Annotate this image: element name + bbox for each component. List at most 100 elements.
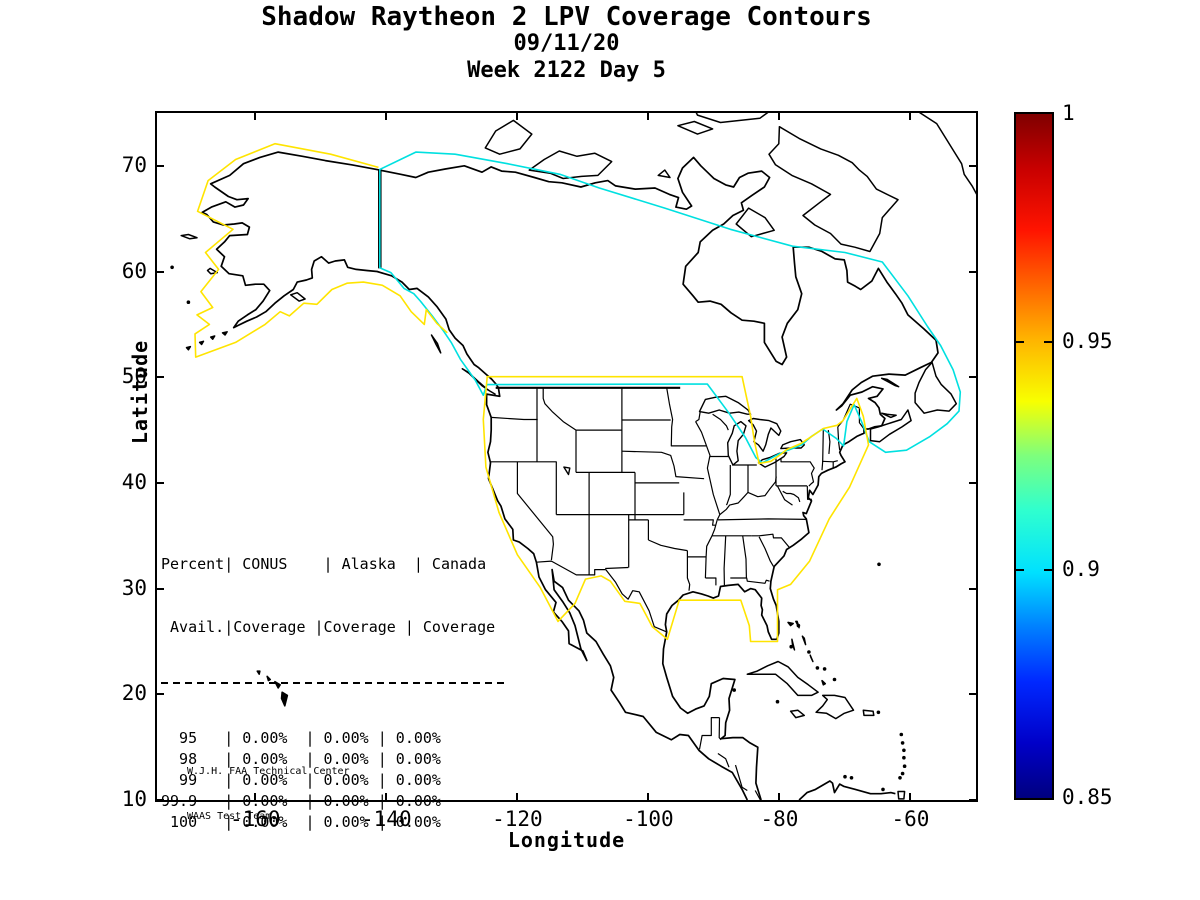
axis-tick	[516, 113, 519, 120]
colorbar	[1014, 112, 1054, 800]
island-dot	[902, 755, 906, 760]
axis-tick	[969, 270, 976, 273]
axis-tick	[969, 481, 976, 484]
axis-tick	[157, 270, 164, 273]
small-island	[198, 340, 205, 346]
axis-tick	[157, 799, 164, 801]
chart-week-day: Week 2122 Day 5	[467, 58, 666, 83]
x-tick-label: -120	[492, 807, 543, 831]
island-dot	[877, 562, 881, 567]
coverage-table-separator	[161, 682, 506, 684]
y-tick-label: 10	[121, 787, 147, 811]
y-tick-label: 60	[121, 258, 147, 283]
state-border	[621, 450, 705, 480]
state-border	[605, 566, 629, 570]
axis-tick	[157, 587, 164, 590]
y-tick-label: 20	[121, 681, 147, 706]
island-outline	[461, 368, 496, 395]
x-tick-label: -100	[623, 807, 674, 831]
island-outline	[918, 113, 976, 195]
state-border	[776, 485, 793, 506]
axis-tick	[516, 793, 519, 800]
state-border	[648, 539, 688, 552]
colorbar-tick	[1016, 341, 1024, 343]
island-outline	[897, 790, 906, 800]
coverage-table: Percent| CONUS | Alaska | Canada Avail.|…	[161, 512, 506, 875]
small-island	[787, 621, 794, 627]
small-island	[791, 638, 796, 651]
state-border	[717, 518, 808, 521]
island-dot	[822, 667, 827, 671]
island-outline	[677, 120, 714, 135]
north-america-map	[170, 113, 976, 800]
island-dot	[843, 774, 847, 779]
coverage-table-header-row2: Avail.|Coverage |Coverage | Coverage	[161, 618, 496, 636]
island-outline	[768, 125, 899, 253]
island-dot	[898, 776, 902, 780]
island-outline	[914, 361, 958, 414]
island-outline	[880, 412, 897, 419]
state-border	[821, 430, 824, 471]
state-border	[806, 485, 812, 500]
state-border	[742, 535, 747, 579]
coverage-table-row: 98 | 0.00% | 0.00% | 0.00%	[161, 750, 441, 768]
y-tick-label: 40	[121, 469, 147, 494]
island-dot	[775, 699, 780, 704]
island-outline	[206, 267, 219, 275]
small-island	[256, 670, 261, 675]
x-tick-label: -160	[229, 807, 281, 831]
chart-title: Shadow Raytheon 2 LPV Coverage Contours	[261, 2, 872, 32]
axis-tick	[157, 376, 164, 379]
small-island	[280, 691, 289, 707]
state-border	[542, 387, 577, 431]
axis-tick	[778, 793, 781, 800]
axis-tick	[254, 113, 257, 120]
state-border	[821, 460, 838, 463]
state-border	[717, 753, 730, 768]
axis-tick	[385, 793, 388, 800]
island-outline	[180, 233, 198, 240]
coastline	[798, 780, 896, 800]
axis-tick	[385, 113, 388, 120]
y-axis-label: Latitude	[128, 339, 152, 445]
y-tick-label: 50	[121, 364, 147, 389]
island-dot	[732, 688, 736, 692]
state-border	[605, 569, 667, 633]
island-dot	[789, 644, 793, 649]
coverage-table-header-row1: Percent| CONUS | Alaska | Canada	[161, 555, 487, 573]
axis-tick	[969, 164, 976, 167]
colorbar-tick-label: 0.85	[1062, 785, 1113, 809]
island-dot	[900, 741, 905, 745]
small-island	[821, 679, 827, 686]
island-outline	[484, 119, 533, 155]
small-island	[266, 675, 272, 682]
state-border	[705, 577, 717, 586]
axis-tick	[969, 587, 976, 590]
colorbar-tick-label: 0.95	[1062, 329, 1113, 353]
axis-tick	[778, 113, 781, 120]
coverage-contour-0.95	[194, 142, 448, 358]
colorbar-tick	[1044, 341, 1052, 343]
island-dot	[849, 776, 854, 780]
island-dot	[876, 710, 881, 715]
axis-tick	[969, 693, 976, 696]
island-outline	[746, 660, 819, 697]
colorbar-tick	[1044, 569, 1052, 571]
state-border	[516, 461, 554, 561]
axis-tick	[909, 113, 912, 120]
island-dot	[899, 732, 904, 737]
colorbar-tick	[1016, 569, 1024, 571]
axis-tick	[647, 113, 650, 120]
axis-tick	[254, 793, 257, 800]
state-border	[782, 490, 801, 503]
chart-date: 09/11/20	[513, 31, 620, 56]
small-island	[221, 331, 228, 336]
state-border	[751, 533, 790, 548]
state-border	[491, 416, 538, 421]
island-outline	[862, 709, 875, 717]
lake-outline	[698, 395, 752, 415]
x-tick-label: -140	[361, 807, 412, 831]
y-tick-label: 30	[121, 575, 147, 600]
lake-outline	[727, 420, 747, 466]
island-dot	[807, 650, 811, 654]
